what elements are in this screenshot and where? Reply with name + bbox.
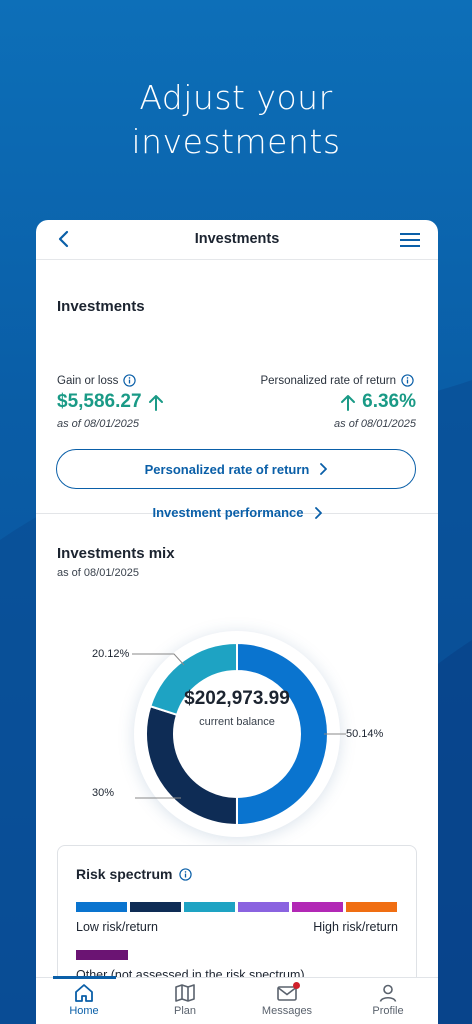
info-icon[interactable] (123, 374, 137, 387)
risk-spectrum-card: Risk spectrum Low risk/return High risk/… (57, 845, 417, 1024)
personalized-return-button-label: Personalized rate of return (144, 461, 310, 477)
unread-badge (293, 982, 300, 989)
tab-home-label: Home (69, 1005, 99, 1017)
investments-donut-chart (132, 631, 346, 837)
top-navigation-bar: Investments (36, 220, 438, 260)
gain-label: Gain or loss (57, 374, 119, 387)
arrow-up-icon (341, 394, 356, 411)
center-balance-value: $202,973.99 (184, 688, 290, 709)
tab-profile[interactable]: Profile (348, 982, 428, 1017)
gain-value: $5,586.27 (57, 391, 164, 413)
info-icon[interactable] (401, 374, 414, 387)
bottom-tab-bar: Home Plan Messages Profile (36, 976, 438, 1024)
high-risk-label: High risk/return (313, 920, 398, 934)
active-tab-indicator (53, 976, 116, 979)
leader-line-teal (132, 653, 185, 666)
investments-summary-section: Investments Gain or loss $5,586.27 as of… (36, 260, 438, 520)
hero-line-2: investments (131, 122, 341, 161)
risk-bar-4 (238, 902, 289, 912)
center-balance-label: current balance (199, 716, 275, 728)
investment-performance-label: Investment performance (152, 505, 304, 520)
mix-title: Investments mix (57, 545, 175, 562)
personalized-return-button[interactable]: Personalized rate of return (56, 449, 416, 489)
gain-label-row: Gain or loss (57, 374, 137, 387)
return-percent: 6.36% (362, 391, 416, 412)
tab-plan[interactable]: Plan (145, 982, 225, 1017)
other-risk-swatch (76, 950, 128, 960)
risk-title-row: Risk spectrum (76, 866, 193, 882)
chevron-right-icon (314, 506, 322, 519)
chevron-right-icon (320, 463, 328, 475)
risk-bar-1 (76, 902, 127, 912)
risk-bar-5 (292, 902, 343, 912)
tab-plan-label: Plan (173, 1005, 197, 1017)
info-icon[interactable] (179, 867, 193, 881)
risk-bar-3 (184, 902, 235, 912)
tab-messages[interactable]: Messages (247, 982, 327, 1017)
mix-as-of: as of 08/01/2025 (57, 567, 139, 579)
user-icon (379, 984, 397, 1002)
gain-as-of: as of 08/01/2025 (57, 418, 139, 430)
risk-title: Risk spectrum (76, 866, 173, 882)
donut-slice-blue (235, 641, 329, 827)
donut-slice-teal (149, 641, 238, 717)
mail-icon (277, 986, 297, 1001)
tab-home[interactable]: Home (44, 982, 124, 1017)
risk-bar-6 (346, 902, 397, 912)
phone-screen-card: Investments Investments Gain or loss $5,… (36, 220, 438, 1024)
return-as-of: as of 08/01/2025 (334, 418, 416, 430)
chevron-left-icon[interactable] (54, 228, 74, 250)
return-value: 6.36% (340, 391, 416, 413)
home-icon (75, 984, 93, 1002)
return-label-row: Personalized rate of return (260, 374, 414, 387)
summary-title: Investments (57, 298, 145, 315)
hamburger-menu-icon[interactable] (400, 232, 420, 248)
slice-label-navy: 30% (92, 787, 115, 799)
return-label: Personalized rate of return (260, 374, 396, 387)
slice-label-teal: 20.12% (92, 648, 130, 660)
slice-label-blue: 50.14% (346, 728, 384, 740)
tab-messages-label: Messages (261, 1005, 313, 1017)
hero-heading: Adjust your investments (0, 76, 472, 164)
low-risk-label: Low risk/return (76, 920, 158, 934)
hero-line-1: Adjust your (139, 78, 333, 117)
risk-bar-2 (130, 902, 181, 912)
page-title: Investments (194, 231, 280, 247)
tab-profile-label: Profile (372, 1005, 404, 1017)
arrow-up-icon (148, 394, 163, 411)
investment-performance-link[interactable]: Investment performance (36, 505, 438, 520)
map-icon (175, 984, 195, 1002)
gain-amount: $5,586.27 (57, 391, 142, 412)
risk-spectrum-bars (76, 902, 397, 912)
investments-mix-section: Investments mix as of 08/01/2025 50.14% … (36, 515, 438, 1024)
